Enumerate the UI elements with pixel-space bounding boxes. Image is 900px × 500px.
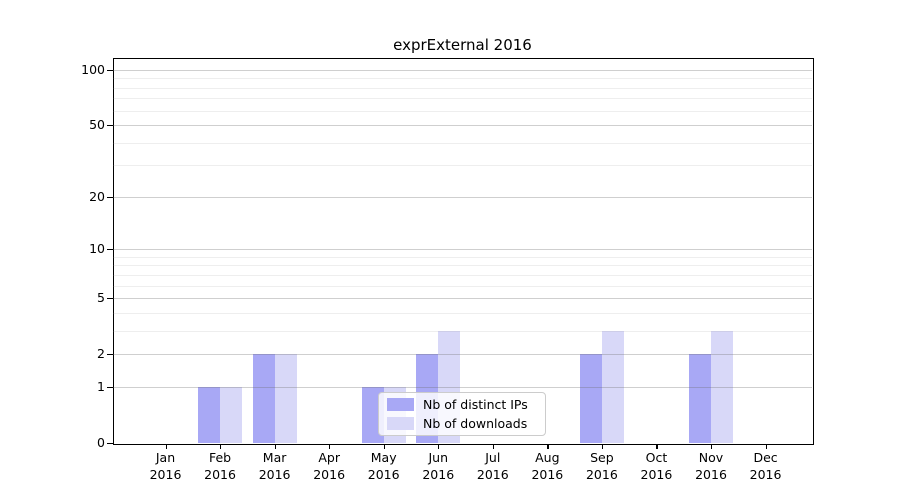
x-tick-mark xyxy=(492,444,494,449)
x-tick-mark xyxy=(547,444,549,449)
legend-row-distinct-ips: Nb of distinct IPs xyxy=(379,397,545,412)
y-tick-mark xyxy=(107,386,113,389)
x-tick-label: Sep 2016 xyxy=(585,450,618,482)
gridline-minor xyxy=(113,98,812,100)
x-tick-mark xyxy=(601,444,604,449)
y-tick-label: 10 xyxy=(89,241,105,257)
x-tick-label: Apr 2016 xyxy=(313,450,346,482)
y-tick-mark xyxy=(107,125,113,127)
gridline-major xyxy=(113,354,812,356)
gridline-major xyxy=(113,196,812,198)
x-tick-label: Mar 2016 xyxy=(258,450,291,482)
x-tick-mark xyxy=(656,444,658,449)
y-tick-label: 1 xyxy=(97,378,105,394)
x-tick-mark xyxy=(711,444,713,449)
gridline-major xyxy=(113,249,812,251)
x-tick-label: Jan 2016 xyxy=(149,450,182,482)
gridline-minor xyxy=(113,312,812,314)
bar-distinct-ips xyxy=(198,386,221,443)
bar-downloads xyxy=(601,330,624,443)
gridline-minor xyxy=(113,78,812,80)
x-tick-label: Jul 2016 xyxy=(476,450,509,482)
y-tick-mark xyxy=(107,70,113,72)
bar-downloads xyxy=(220,386,243,443)
gridline-major xyxy=(113,386,812,388)
bar-downloads xyxy=(274,354,297,443)
x-tick-label: Feb 2016 xyxy=(204,450,236,482)
gridline-minor xyxy=(113,142,812,144)
x-tick-mark xyxy=(165,444,167,449)
gridline-minor xyxy=(113,274,812,276)
y-tick-mark xyxy=(107,354,113,356)
legend-row-downloads: Nb of downloads xyxy=(379,416,545,431)
x-tick-label: Jun 2016 xyxy=(422,450,455,482)
y-tick-label: 0 xyxy=(97,435,105,450)
gridline-major xyxy=(113,70,812,71)
x-tick-label: Aug 2016 xyxy=(531,450,564,482)
bar-downloads xyxy=(711,330,733,443)
gridline-minor xyxy=(113,165,812,167)
x-tick-label: Oct 2016 xyxy=(640,450,673,482)
y-tick-mark xyxy=(107,196,113,199)
x-tick-mark xyxy=(383,444,385,449)
y-tick-label: 20 xyxy=(89,188,105,204)
legend-label-downloads: Nb of downloads xyxy=(423,415,528,431)
bar-distinct-ips xyxy=(579,354,602,443)
x-tick-label: May 2016 xyxy=(367,450,400,482)
x-tick-label: Nov 2016 xyxy=(695,450,727,482)
y-tick-label: 50 xyxy=(89,117,105,133)
x-tick-mark xyxy=(438,444,440,449)
y-tick-mark xyxy=(107,298,113,300)
x-tick-mark xyxy=(765,444,767,449)
downloads-swatch-icon xyxy=(387,416,414,430)
x-tick-mark xyxy=(329,444,331,449)
gridline-minor xyxy=(113,285,812,287)
gridline-minor xyxy=(113,330,812,332)
gridline-major xyxy=(113,125,812,127)
chart-title: exprExternal 2016 xyxy=(393,36,532,54)
y-tick-label: 100 xyxy=(81,62,105,77)
y-tick-mark xyxy=(107,249,113,251)
gridline-minor xyxy=(113,110,812,112)
y-tick-label: 5 xyxy=(97,290,105,306)
gridline-minor xyxy=(113,256,812,258)
bar-distinct-ips xyxy=(689,354,711,443)
bar-distinct-ips xyxy=(252,354,275,443)
y-tick-label: 2 xyxy=(97,346,105,362)
x-tick-mark xyxy=(274,444,276,449)
gridline-minor xyxy=(113,265,812,267)
distinct-ips-swatch-icon xyxy=(387,398,414,412)
legend-label-distinct-ips: Nb of distinct IPs xyxy=(423,397,528,413)
y-tick-mark xyxy=(107,443,113,445)
x-tick-label: Dec 2016 xyxy=(749,450,782,482)
gridline-minor xyxy=(113,87,812,89)
gridline-major xyxy=(113,298,812,300)
legend: Nb of distinct IPs Nb of downloads xyxy=(378,392,546,436)
x-tick-mark xyxy=(220,444,222,449)
